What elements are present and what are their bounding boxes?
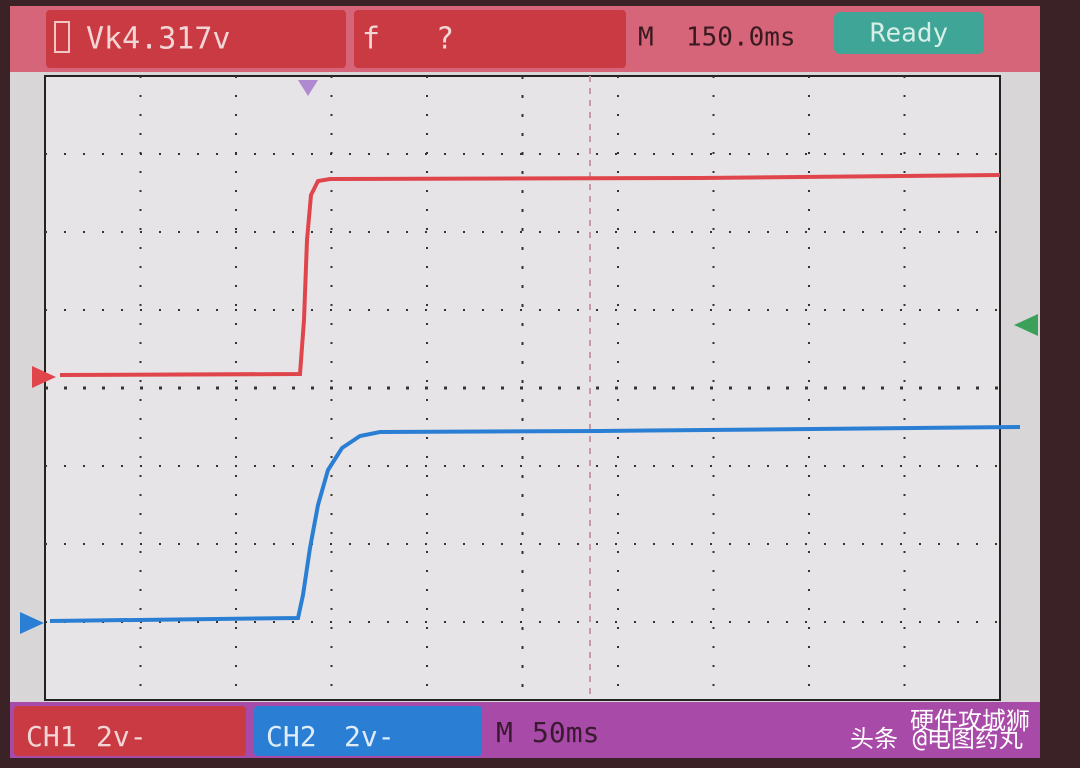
voltage-readout: Vk4.317v xyxy=(86,22,231,57)
ch1-marker xyxy=(32,366,56,388)
ch1-box xyxy=(14,706,246,756)
frequency-value: ? xyxy=(436,22,454,57)
ch2-label: CH2 xyxy=(266,720,317,753)
ch2-trace xyxy=(49,425,1021,623)
frequency-box xyxy=(354,10,626,68)
watermark-line2: 头条 @电图药丸 xyxy=(850,725,1023,753)
grid xyxy=(45,76,1000,700)
ch2-box xyxy=(254,706,482,756)
trigger-position-marker xyxy=(298,80,318,96)
ch1-label: CH1 xyxy=(26,720,77,753)
voltage-box xyxy=(46,10,346,68)
status: Ready xyxy=(870,19,948,49)
ch1-scale: 2v- xyxy=(96,720,147,753)
timebase-value: 150.0ms xyxy=(686,23,796,53)
frequency-label: f xyxy=(362,22,380,57)
watermark-line1: 硬件攻城狮 xyxy=(910,707,1030,735)
ch2-scale: 2v- xyxy=(344,720,395,753)
battery-icon xyxy=(54,21,70,53)
footer-timebase-label: M xyxy=(496,716,513,749)
trigger-level-marker xyxy=(1014,314,1038,336)
ch2-marker xyxy=(20,612,44,634)
footer-timebase-value: 50ms xyxy=(532,716,599,749)
ch1-trace xyxy=(59,173,1001,377)
status-box xyxy=(834,12,984,54)
timebase-label: M xyxy=(638,23,654,53)
